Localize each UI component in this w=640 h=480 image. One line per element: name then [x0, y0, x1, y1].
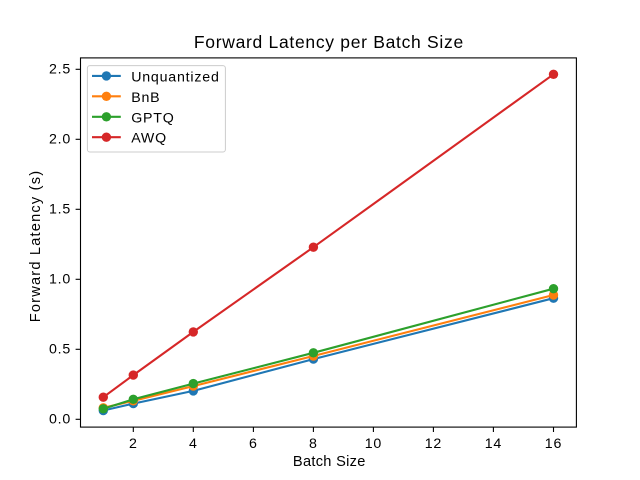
svg-text:12: 12 — [425, 436, 442, 452]
svg-text:Batch Size: Batch Size — [293, 454, 366, 470]
svg-text:14: 14 — [485, 436, 502, 452]
svg-text:Unquantized: Unquantized — [131, 69, 219, 85]
svg-text:16: 16 — [545, 436, 562, 452]
svg-text:1.0: 1.0 — [49, 272, 71, 288]
svg-text:8: 8 — [309, 436, 318, 452]
svg-text:2.5: 2.5 — [49, 62, 71, 78]
svg-text:AWQ: AWQ — [131, 131, 167, 147]
svg-text:4: 4 — [189, 436, 198, 452]
svg-text:1.5: 1.5 — [49, 202, 71, 218]
svg-text:2.0: 2.0 — [49, 132, 71, 148]
svg-text:10: 10 — [365, 436, 382, 452]
svg-text:GPTQ: GPTQ — [131, 110, 174, 126]
svg-text:Forward Latency (s): Forward Latency (s) — [28, 170, 44, 323]
svg-text:BnB: BnB — [131, 90, 160, 106]
svg-text:Forward Latency per Batch Size: Forward Latency per Batch Size — [194, 32, 464, 52]
svg-text:6: 6 — [249, 436, 258, 452]
svg-text:0.5: 0.5 — [49, 342, 71, 358]
svg-text:2: 2 — [129, 436, 138, 452]
svg-text:0.0: 0.0 — [49, 412, 71, 428]
